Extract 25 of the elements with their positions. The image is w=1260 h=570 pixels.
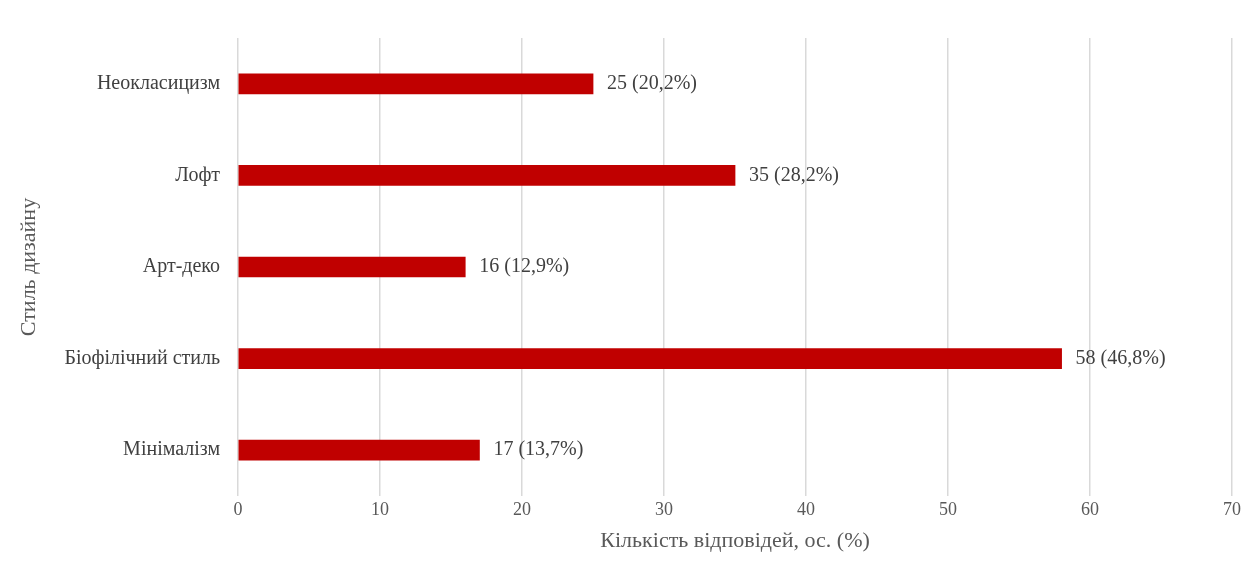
bar — [238, 256, 466, 278]
data-label: 16 (12,9%) — [479, 254, 570, 278]
y-tick-label: Лофт — [175, 162, 221, 186]
data-label: 25 (20,2%) — [607, 71, 698, 95]
y-tick-label: Біофілічний стиль — [64, 345, 221, 369]
x-tick-label: 30 — [655, 498, 674, 519]
x-tick-label: 40 — [797, 498, 816, 519]
bar — [238, 348, 1062, 369]
x-axis-title: Кількість відповідей, ос. (%) — [600, 526, 870, 552]
x-tick-label: 60 — [1081, 498, 1100, 519]
data-label: 17 (13,7%) — [493, 437, 584, 461]
x-tick-label: 50 — [939, 498, 958, 519]
y-axis-title: Стиль дизайну — [14, 197, 40, 337]
y-tick-label: Арт-деко — [142, 254, 221, 278]
x-tick-label: 0 — [233, 498, 243, 519]
bar — [238, 73, 594, 95]
bar — [238, 439, 480, 461]
x-tick-label: 10 — [371, 498, 390, 519]
y-tick-label: Неокласицизм — [96, 71, 221, 95]
data-label: 35 (28,2%) — [749, 162, 840, 186]
x-tick-label: 20 — [513, 498, 532, 519]
y-tick-label: Мінімалізм — [123, 437, 221, 460]
data-label: 58 (46,8%) — [1075, 345, 1166, 369]
bar — [238, 165, 736, 186]
x-tick-label: 70 — [1223, 498, 1241, 519]
